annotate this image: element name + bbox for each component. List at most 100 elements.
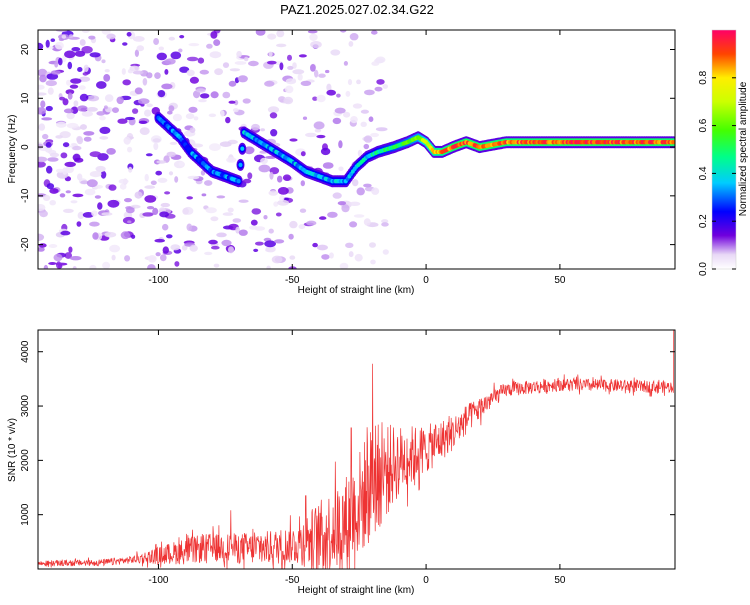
spectrogram-cell: [300, 151, 306, 157]
colorbar-tick-label: 0.8: [698, 70, 709, 84]
spectrogram-cell: [38, 156, 48, 163]
spectrogram-cell: [48, 262, 57, 265]
spectrogram-cell: [147, 254, 157, 263]
spectrogram-cell: [189, 127, 196, 133]
spectrogram-cell: [318, 73, 326, 78]
colorbar-tick-label: 0.0: [698, 262, 709, 276]
spectrogram-cell: [156, 52, 167, 61]
spectrogram-cell: [330, 49, 341, 56]
spectrogram-cell: [46, 73, 59, 80]
spectrogram-cell: [247, 172, 253, 180]
spectrogram-cell: [159, 211, 170, 218]
spectrogram-cell: [125, 206, 135, 214]
spectrogram-cell: [79, 39, 86, 46]
spectrogram-cell: [168, 105, 175, 112]
spectrogram-cell: [38, 204, 46, 212]
x-tick-label: -100: [148, 575, 168, 586]
spectrogram-cell: [77, 211, 85, 219]
spectrogram-cell: [74, 157, 84, 163]
spectrogram-cell: [120, 231, 131, 240]
spectrogram-cell: [238, 229, 248, 236]
spectrogram-cell: [153, 142, 159, 151]
spectrogram-cell: [121, 68, 126, 75]
spectrogram-cell: [69, 84, 79, 89]
spectrogram-cell: [354, 253, 363, 262]
spectrogram-cell: [82, 30, 90, 33]
spectrogram-cell: [88, 35, 96, 40]
spectrogram-cell: [186, 69, 195, 77]
spectrogram-cell: [107, 199, 120, 208]
spectrogram-cell: [55, 135, 63, 139]
spectrogram-cell: [137, 98, 150, 105]
spectrogram-cell: [276, 43, 287, 48]
spectrogram-cell: [144, 109, 152, 117]
spectrogram-cell: [363, 183, 372, 188]
spectrogram-cell: [264, 80, 275, 87]
snr-y-ticks: 1000 2000 3000 4000: [20, 340, 675, 526]
spectrogram-cell: [292, 69, 305, 75]
spectrogram-cell: [80, 180, 89, 185]
spectrogram-cell: [336, 93, 341, 98]
spectrogram-cell: [162, 246, 169, 254]
spectrogram-cell: [307, 30, 318, 34]
spectrogram-cell: [156, 160, 167, 164]
spectrogram-cell: [142, 78, 148, 86]
spectrogram-cell: [314, 128, 322, 133]
spectrogram-cell: [104, 69, 110, 73]
spectrogram-cell: [320, 147, 331, 156]
spectrogram-cell: [106, 33, 116, 40]
spectrogram-cell: [153, 38, 160, 45]
spectrogram-cell: [97, 202, 103, 210]
spectrogram-cell: [345, 90, 351, 97]
spectrogram-cell: [197, 57, 205, 64]
spectrogram-cell: [316, 134, 326, 139]
spectrogram-cell: [119, 183, 127, 190]
spectrogram-cell: [136, 45, 145, 52]
spectrogram-cell: [240, 146, 245, 151]
spectrogram-cell: [370, 259, 376, 265]
spectrogram-cell: [277, 187, 289, 195]
spectrogram-cell: [374, 86, 383, 92]
spectrogram-cell: [68, 246, 73, 253]
spectrogram-cell: [186, 223, 193, 231]
spectrogram-cell: [382, 249, 389, 255]
spectrogram-cell: [309, 33, 318, 41]
spectrogram-cell: [100, 170, 107, 179]
y-tick-label: 0: [20, 144, 31, 150]
spectrogram-cell: [66, 122, 79, 129]
spectrogram-cell: [144, 185, 156, 189]
spectrogram-cell: [270, 129, 278, 137]
spectrogram-cell: [258, 164, 271, 173]
figure-title: PAZ1.2025.027.02.34.G22: [280, 2, 434, 17]
spectrogram-cell: [83, 64, 89, 73]
spectrogram-cell: [338, 140, 343, 149]
snr-frame: [37, 329, 676, 570]
spectrogram-cell: [226, 157, 237, 163]
spectrogram-cell: [298, 54, 307, 58]
spectrogram-cell: [234, 61, 247, 65]
colorbar-tick-label: 0.4: [698, 166, 709, 180]
spectrogram-cell: [38, 143, 44, 149]
spectrogram-cell: [53, 253, 63, 262]
spectrogram-cell: [42, 194, 51, 201]
spectrogram-cell: [220, 110, 225, 117]
spectrogram-cell: [292, 62, 297, 69]
spectrogram-cell: [283, 96, 294, 105]
spectrogram-cell: [287, 65, 294, 70]
spectrogram-cell: [78, 76, 91, 82]
spectrogram-cell: [118, 178, 129, 184]
spectrogram-cell: [62, 142, 70, 148]
spectrogram-cell: [364, 89, 375, 96]
spectrogram-cell: [96, 81, 107, 89]
y-tick-label: 1000: [20, 503, 31, 526]
spectrogram-cell: [68, 34, 74, 38]
spectrogram-cell: [357, 149, 363, 157]
spectrogram-cell: [274, 239, 285, 244]
spectrogram-cell: [38, 68, 48, 77]
spectrogram-cell: [49, 152, 60, 158]
spectrogram-cell: [334, 107, 346, 114]
y-tick-label: 20: [20, 44, 31, 56]
spectrogram-cell: [269, 171, 274, 180]
spectrogram-cell: [70, 78, 82, 84]
